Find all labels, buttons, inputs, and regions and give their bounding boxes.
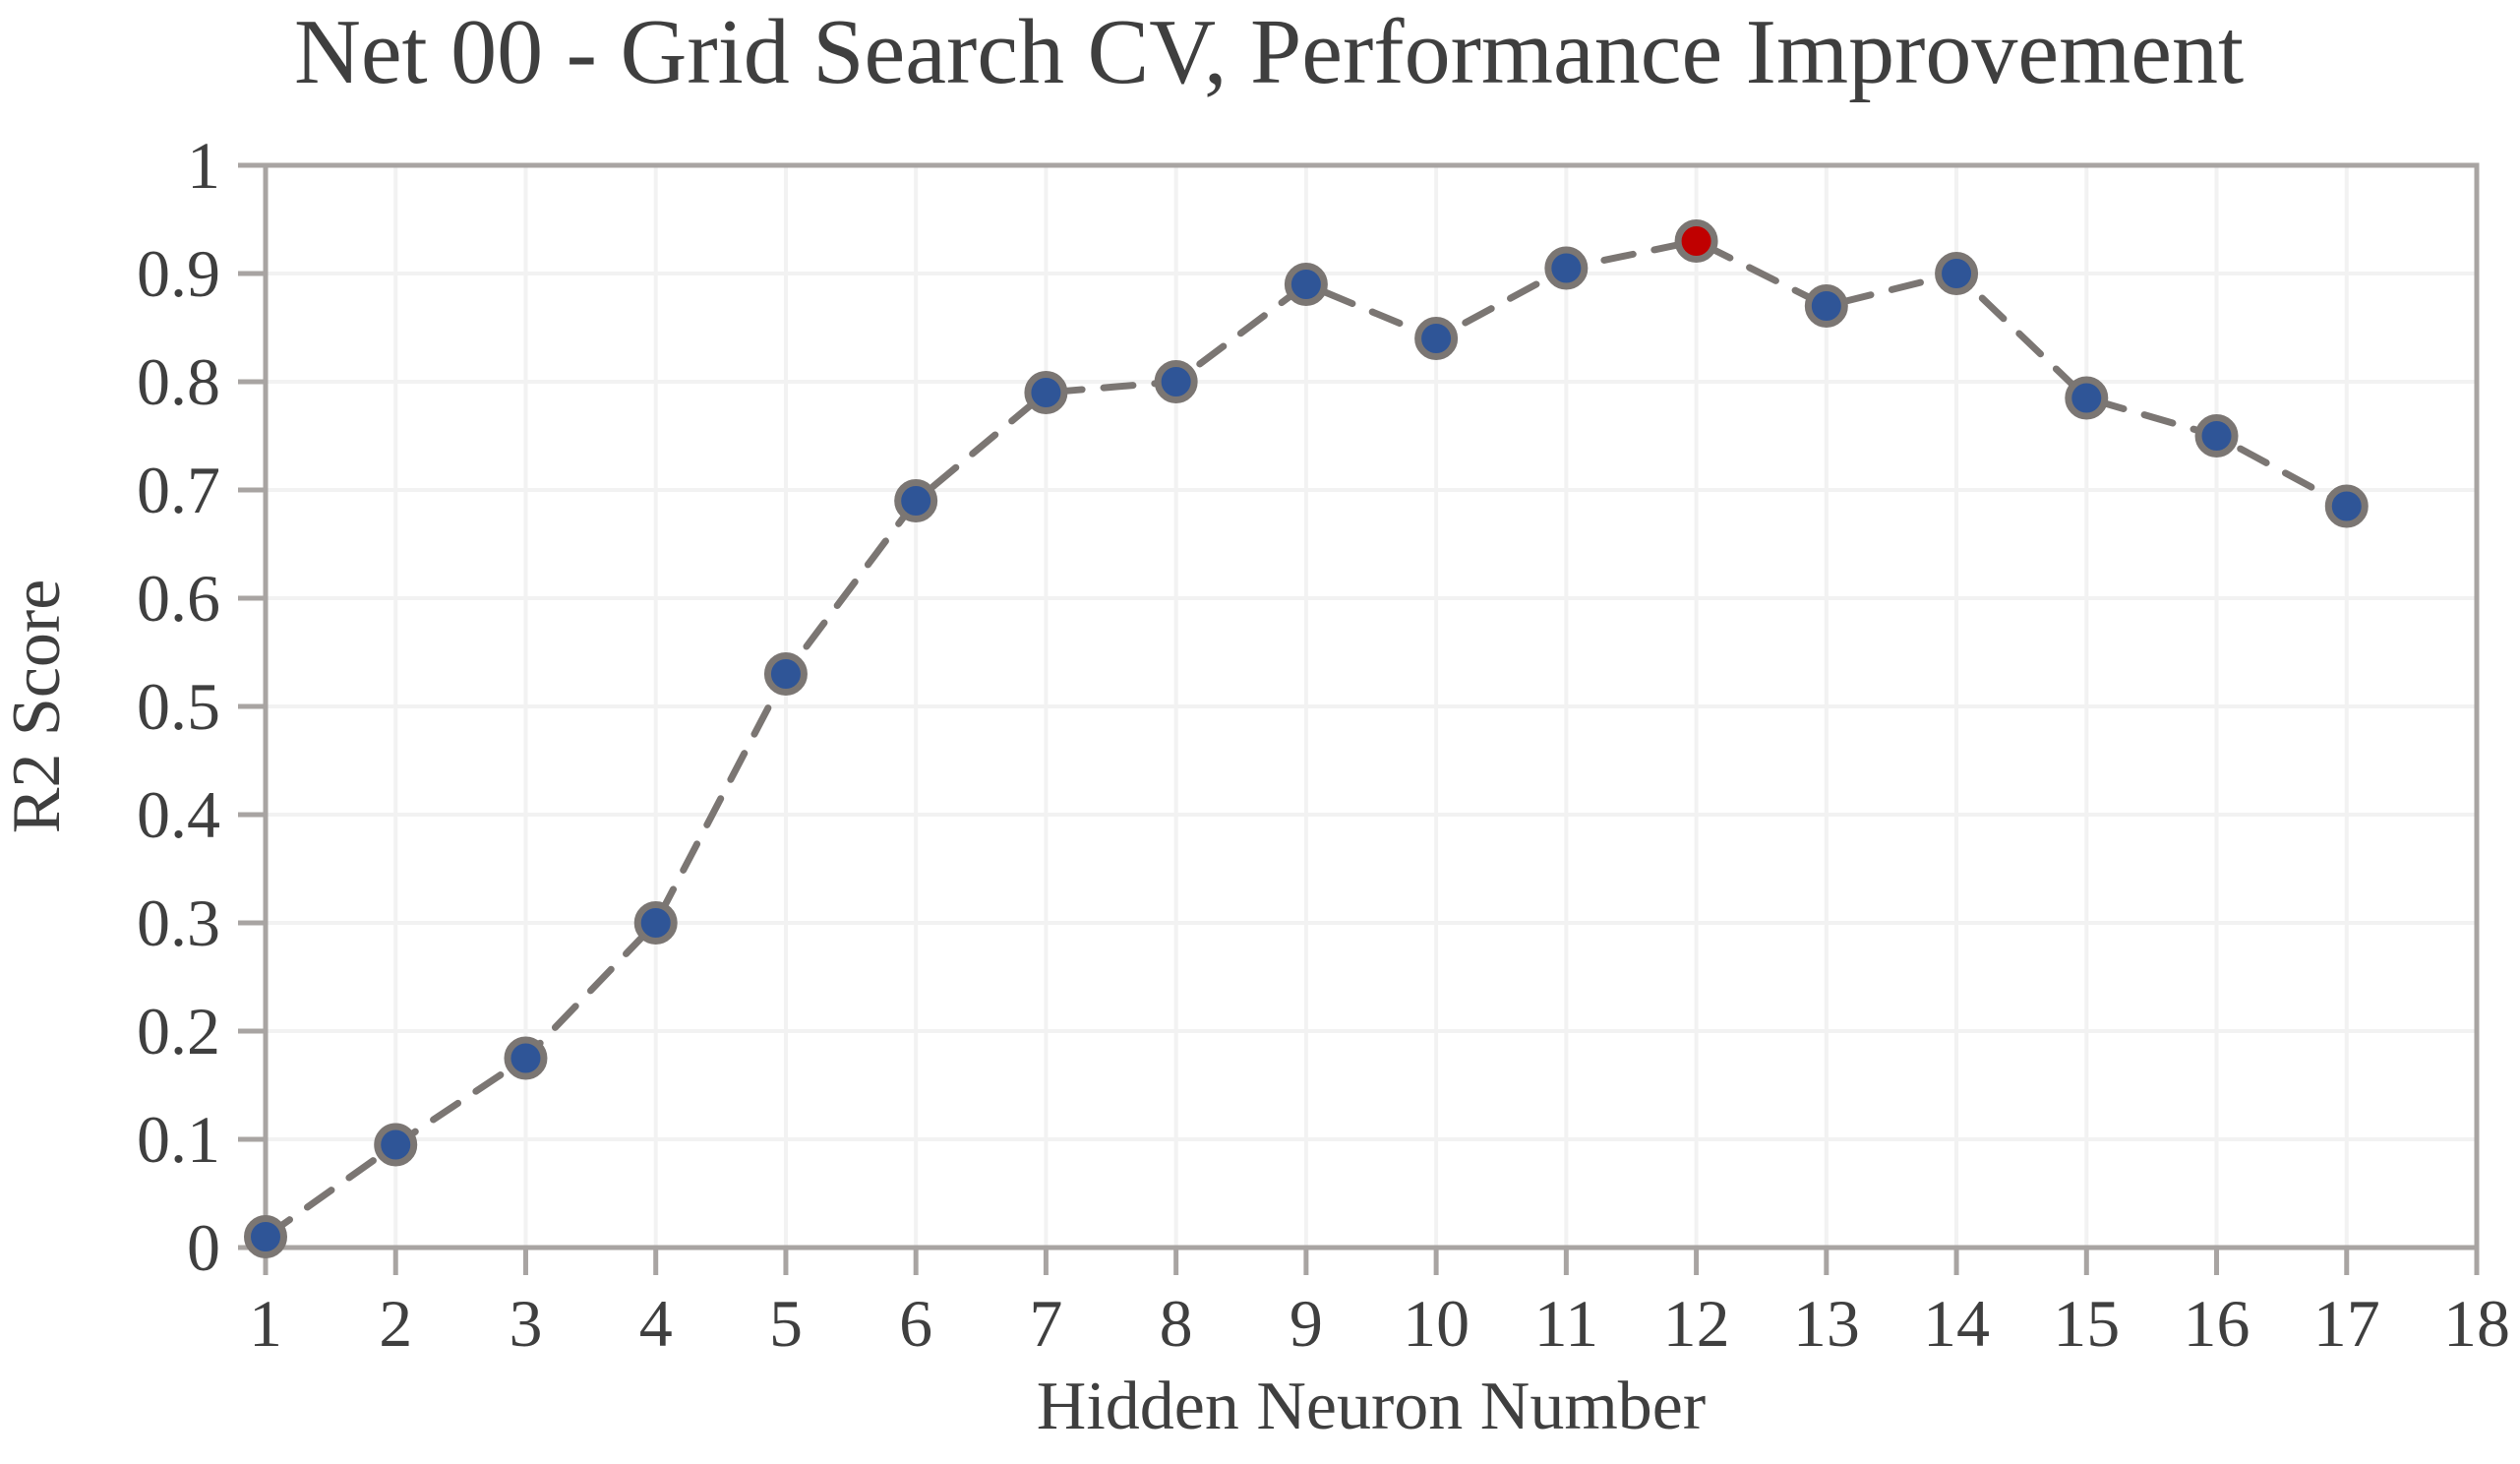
x-tick-label: 2: [379, 1286, 412, 1361]
y-tick-label: 0.5: [137, 669, 220, 744]
y-tick-label: 0.4: [137, 777, 220, 852]
data-point: [894, 479, 938, 522]
x-tick-label: 12: [1663, 1286, 1730, 1361]
data-point: [763, 652, 808, 696]
data-point: [1154, 360, 1198, 403]
x-tick-label: 15: [2053, 1286, 2120, 1361]
y-tick-label: 0.6: [137, 561, 220, 636]
x-tick-label: 5: [769, 1286, 803, 1361]
y-axis-title: R2 Score: [0, 580, 75, 834]
x-tick-label: 13: [1793, 1286, 1860, 1361]
data-point: [2324, 484, 2369, 528]
y-tick-label: 0: [187, 1210, 220, 1285]
y-tick-label: 1: [187, 128, 220, 203]
data-point: [1804, 284, 1848, 328]
data-point: [633, 901, 678, 945]
y-tick-label: 0.7: [137, 453, 220, 527]
chart-title: Net 00 - Grid Search CV, Performance Imp…: [294, 1, 2244, 103]
y-tick-label: 0.9: [137, 236, 220, 311]
data-point: [1284, 263, 1328, 306]
x-axis-title: Hidden Neuron Number: [1037, 1369, 1706, 1444]
y-tick-label: 0.2: [137, 994, 220, 1068]
plot-layer: 1 2 3 4 5 6 7 8 9 10 11 12 13 14 15 16 17 1800.10.20.30.4…: [137, 128, 2510, 1361]
x-tick-label: 11: [1534, 1286, 1598, 1361]
y-tick-label: 0.3: [137, 885, 220, 960]
x-tick-label: 4: [639, 1286, 673, 1361]
x-tick-label: 7: [1029, 1286, 1062, 1361]
x-tick-label: 18: [2443, 1286, 2510, 1361]
x-tick-label: 14: [1923, 1286, 1990, 1361]
data-point: [1544, 246, 1589, 290]
data-point: [244, 1215, 287, 1258]
data-point: [1414, 317, 1459, 360]
x-tick-label: 9: [1290, 1286, 1323, 1361]
x-tick-label: 17: [2313, 1286, 2380, 1361]
data-point: [2065, 376, 2109, 420]
x-tick-label: 10: [1403, 1286, 1470, 1361]
data-point: [2194, 414, 2239, 458]
x-tick-label: 1: [249, 1286, 282, 1361]
data-point: [374, 1123, 418, 1167]
data-point: [1935, 252, 1979, 295]
x-tick-label: 8: [1160, 1286, 1193, 1361]
data-point-highlight: [1674, 219, 1718, 263]
data-point: [1024, 371, 1068, 414]
x-tick-label: 16: [2184, 1286, 2250, 1361]
x-tick-label: 6: [899, 1286, 932, 1361]
y-tick-label: 0.8: [137, 344, 220, 419]
y-tick-label: 0.1: [137, 1102, 220, 1177]
x-tick-label: 3: [509, 1286, 542, 1361]
data-point: [504, 1036, 548, 1080]
